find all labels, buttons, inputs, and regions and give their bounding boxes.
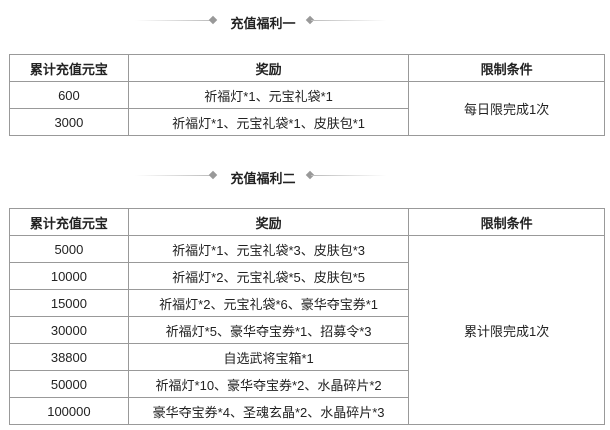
header-reward: 奖励 bbox=[127, 54, 410, 82]
diamond-icon bbox=[208, 170, 218, 180]
table-row: 3000 祈福灯*1、元宝礼袋*1、皮肤包*1 bbox=[9, 108, 605, 136]
table-row: 5000 祈福灯*1、元宝礼袋*3、皮肤包*3 累计限完成1次 bbox=[9, 235, 605, 425]
section-heading: 充值福利一 bbox=[230, 16, 296, 31]
reward-cell: 祈福灯*2、元宝礼袋*6、豪华夺宝券*1 bbox=[127, 289, 410, 317]
reward-table-2: 累计充值元宝 奖励 限制条件 5000 祈福灯*1、元宝礼袋*3、皮肤包*3 累… bbox=[9, 208, 605, 425]
amount-cell: 5000 bbox=[9, 235, 129, 263]
table-header: 累计充值元宝 奖励 限制条件 bbox=[9, 54, 605, 82]
diamond-icon bbox=[208, 15, 218, 25]
amount-cell: 100000 bbox=[9, 397, 129, 425]
limit-cell: 累计限完成1次 bbox=[408, 235, 605, 425]
amount-cell: 30000 bbox=[9, 316, 129, 344]
divider bbox=[311, 175, 387, 176]
divider bbox=[135, 175, 213, 176]
reward-cell: 自选武将宝箱*1 bbox=[127, 343, 410, 371]
section-title-2: 充值福利二 bbox=[0, 166, 610, 186]
reward-cell: 祈福灯*1、元宝礼袋*1 bbox=[127, 81, 410, 109]
header-reward: 奖励 bbox=[127, 208, 410, 236]
limit-cell: 每日限完成1次 bbox=[408, 81, 605, 136]
reward-table-1: 累计充值元宝 奖励 限制条件 600 祈福灯*1、元宝礼袋*1 每日限完成1次 … bbox=[9, 54, 605, 136]
amount-cell: 3000 bbox=[9, 108, 129, 136]
header-amount: 累计充值元宝 bbox=[9, 208, 129, 236]
amount-cell: 38800 bbox=[9, 343, 129, 371]
section-title-1: 充值福利一 bbox=[0, 11, 610, 31]
header-limit: 限制条件 bbox=[408, 54, 605, 82]
table-row: 38800 自选武将宝箱*1 bbox=[9, 343, 605, 371]
amount-cell: 15000 bbox=[9, 289, 129, 317]
table-row: 50000 祈福灯*10、豪华夺宝券*2、水晶碎片*2 bbox=[9, 370, 605, 398]
divider bbox=[311, 20, 387, 21]
table-row: 600 祈福灯*1、元宝礼袋*1 每日限完成1次 bbox=[9, 81, 605, 136]
table-row: 30000 祈福灯*5、豪华夺宝券*1、招募令*3 bbox=[9, 316, 605, 344]
table-row: 10000 祈福灯*2、元宝礼袋*5、皮肤包*5 bbox=[9, 262, 605, 290]
header-amount: 累计充值元宝 bbox=[9, 54, 129, 82]
reward-cell: 祈福灯*5、豪华夺宝券*1、招募令*3 bbox=[127, 316, 410, 344]
table-row: 100000 豪华夺宝券*4、圣魂玄晶*2、水晶碎片*3 bbox=[9, 397, 605, 425]
reward-cell: 祈福灯*1、元宝礼袋*1、皮肤包*1 bbox=[127, 108, 410, 136]
amount-cell: 10000 bbox=[9, 262, 129, 290]
header-limit: 限制条件 bbox=[408, 208, 605, 236]
table-row: 15000 祈福灯*2、元宝礼袋*6、豪华夺宝券*1 bbox=[9, 289, 605, 317]
divider bbox=[135, 20, 213, 21]
reward-cell: 祈福灯*1、元宝礼袋*3、皮肤包*3 bbox=[127, 235, 410, 263]
reward-cell: 祈福灯*10、豪华夺宝券*2、水晶碎片*2 bbox=[127, 370, 410, 398]
reward-cell: 豪华夺宝券*4、圣魂玄晶*2、水晶碎片*3 bbox=[127, 397, 410, 425]
amount-cell: 600 bbox=[9, 81, 129, 109]
section-heading: 充值福利二 bbox=[230, 171, 296, 186]
table-header: 累计充值元宝 奖励 限制条件 bbox=[9, 208, 605, 236]
reward-cell: 祈福灯*2、元宝礼袋*5、皮肤包*5 bbox=[127, 262, 410, 290]
amount-cell: 50000 bbox=[9, 370, 129, 398]
